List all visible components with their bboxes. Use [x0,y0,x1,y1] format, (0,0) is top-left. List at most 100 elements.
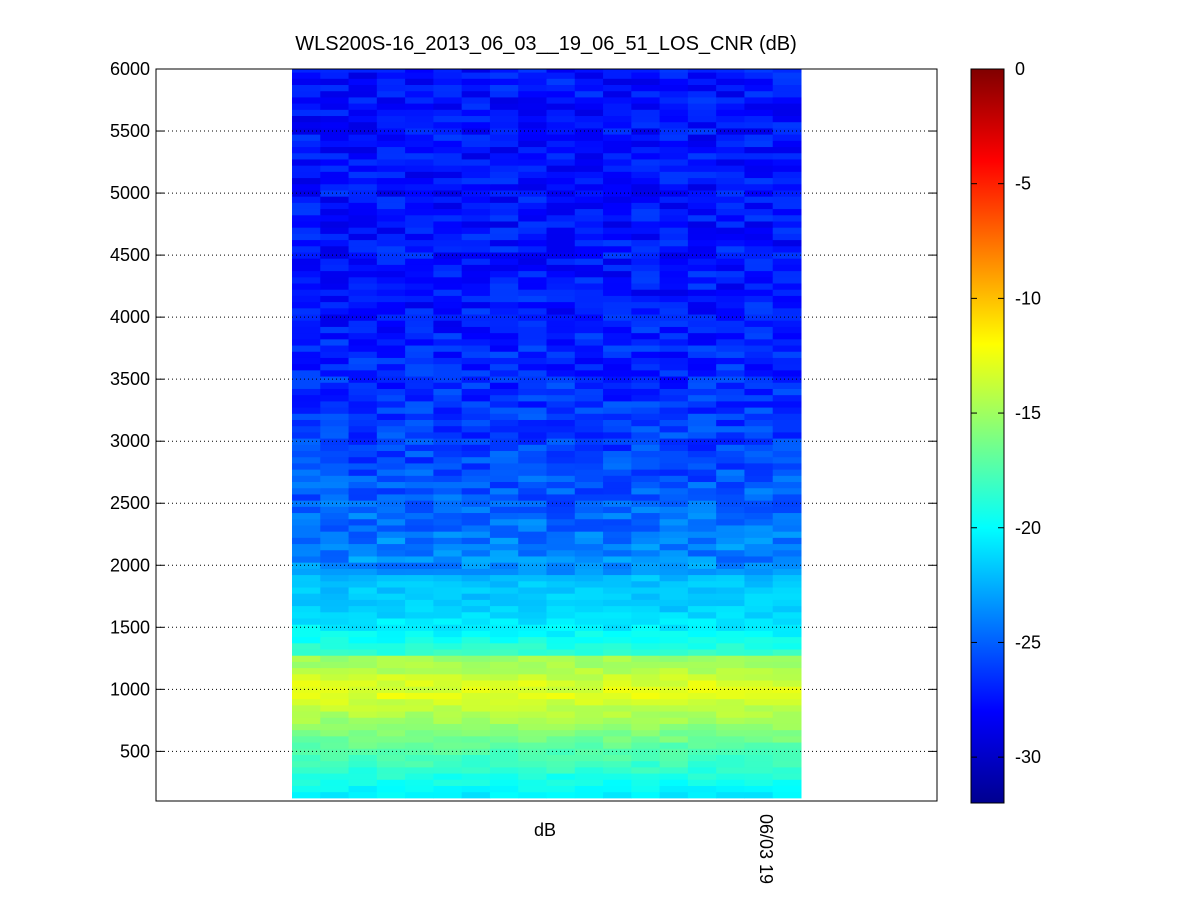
heatmap-cell [461,400,491,408]
heatmap-cell [489,72,519,79]
heatmap-cell [489,177,519,185]
heatmap-cell [433,742,463,749]
heatmap-cell [546,642,576,650]
heatmap-cell [489,276,519,284]
heatmap-cell [716,698,745,706]
heatmap-cell [433,332,463,340]
heatmap-cell [687,742,717,749]
heatmap-cell [772,239,802,247]
heatmap-cell [292,773,321,780]
heatmap-cell [603,78,632,86]
heatmap-cell [292,493,321,501]
heatmap-cell [716,72,745,79]
heatmap-cell [659,127,689,135]
heatmap-cell [716,512,745,520]
heatmap-cell [405,555,434,563]
heatmap-cell [405,518,434,526]
heatmap-cell [631,276,661,284]
heatmap-cell [433,754,463,762]
heatmap-cell [461,586,491,594]
heatmap-cell [518,568,547,576]
heatmap-cell [603,96,632,104]
heatmap-cell [489,469,519,476]
heatmap-cell [489,245,519,253]
heatmap-cell [659,649,689,656]
heatmap-cell [603,140,632,148]
heatmap-cell [518,586,547,594]
heatmap-cell [433,537,463,545]
heatmap-cell [405,655,434,662]
heatmap-cell [772,698,802,706]
heatmap-cell [716,345,745,352]
heatmap-cell [461,103,491,110]
heatmap-cell [292,785,321,793]
heatmap-cell [744,618,774,625]
heatmap-cell [320,171,350,179]
heatmap-cell [687,314,717,321]
heatmap-cell [744,624,774,631]
heatmap-cell [546,742,576,749]
heatmap-cell [461,754,491,762]
heatmap-cell [489,196,519,203]
heatmap-cell [433,444,463,452]
heatmap-cell [433,711,463,718]
heatmap-cell [603,555,632,563]
heatmap-cell [574,84,604,92]
heatmap-cell [744,661,774,669]
heatmap-cell [744,388,774,396]
heatmap-cell [320,723,350,731]
heatmap-cell [461,462,491,470]
heatmap-cell [631,444,661,452]
heatmap-cell [376,543,406,551]
heatmap-cell [461,742,491,749]
heatmap-cell [376,618,406,625]
heatmap-cell [489,456,519,464]
heatmap-cell [687,624,717,631]
heatmap-cell [603,425,632,433]
heatmap-cell [348,500,378,507]
heatmap-cell [546,270,576,278]
heatmap-cell [546,283,576,290]
heatmap-cell [744,667,774,675]
heatmap-cell [292,543,321,551]
heatmap-cell [405,642,434,650]
heatmap-cell [433,307,463,315]
heatmap-cell [603,90,632,98]
heatmap-cell [772,357,802,365]
heatmap-cell [603,531,632,538]
heatmap-cell [518,543,547,551]
heatmap-cell [405,605,434,613]
heatmap-cell [518,69,547,73]
heatmap-cell [433,462,463,470]
heatmap-cell [433,692,463,700]
heatmap-cell [292,158,321,166]
heatmap-cell [518,431,547,439]
heatmap-cell [518,450,547,458]
y-tick-label: 6000 [110,59,150,79]
y-tick-label: 2500 [110,493,150,513]
heatmap-cell [744,245,774,253]
heatmap-cell [603,754,632,762]
heatmap-cell [461,611,491,619]
heatmap-cell [348,649,378,656]
heatmap-cell [518,574,547,582]
heatmap-cell [489,636,519,644]
heatmap-cell [716,301,745,309]
heatmap-cell [716,673,745,681]
heatmap-cell [744,729,774,737]
heatmap-cell [405,357,434,365]
heatmap-cell [461,649,491,656]
heatmap-cell [574,326,604,334]
heatmap-cell [376,462,406,470]
heatmap-cell [292,555,321,563]
heatmap-cell [292,593,321,600]
heatmap-cell [631,487,661,495]
heatmap-cell [631,214,661,222]
heatmap-cell [631,338,661,346]
heatmap-cell [461,735,491,743]
heatmap-cell [603,760,632,768]
heatmap-cell [659,500,689,507]
heatmap-cell [631,611,661,619]
heatmap-cell [744,766,774,774]
heatmap-cell [320,233,350,241]
